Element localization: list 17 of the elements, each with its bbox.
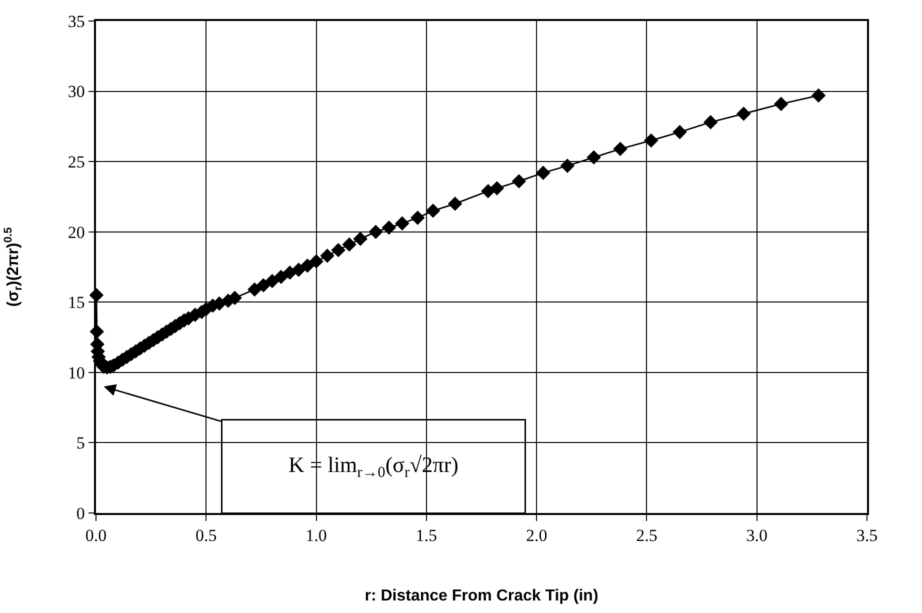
y-tick-label: 35 — [68, 12, 85, 31]
y-tick-label: 25 — [68, 152, 85, 172]
y-tick-label: 5 — [76, 434, 85, 453]
x-tick-label: 0.5 — [196, 526, 217, 546]
y-tick-label: 30 — [68, 82, 85, 102]
x-tick-label: 2.5 — [636, 526, 658, 546]
x-tick-label: 3.0 — [746, 526, 768, 546]
x-tick-label: 3.5 — [856, 526, 878, 546]
x-tick-label: 1.5 — [416, 526, 438, 546]
y-tick-label: 20 — [68, 222, 85, 242]
x-tick-label: 2.0 — [526, 526, 548, 546]
x-tick-label: 1.0 — [306, 526, 327, 546]
y-tick-label: 15 — [68, 293, 85, 312]
x-axis-title: r: Distance From Crack Tip (in) — [364, 587, 598, 604]
y-tick-label: 0 — [76, 504, 85, 523]
x-tick-label: 0.0 — [85, 526, 107, 546]
y-tick-label: 10 — [68, 363, 85, 382]
